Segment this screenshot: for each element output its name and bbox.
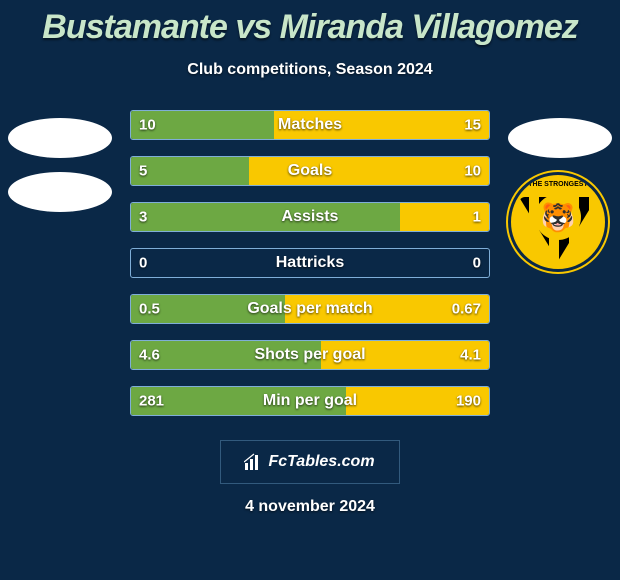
club-logo-placeholder bbox=[8, 172, 112, 212]
bar-right-fill bbox=[321, 341, 489, 369]
bar-row: 0 0Hattricks bbox=[130, 248, 490, 278]
bar-left-fill bbox=[131, 111, 274, 139]
bar-left-fill bbox=[131, 387, 346, 415]
bars-container: 1015Matches510Goals31Assists00Hattricks0… bbox=[130, 110, 490, 416]
left-player-badges bbox=[8, 118, 112, 226]
bar-right-fill bbox=[346, 387, 489, 415]
bar-left-value: 0 bbox=[139, 255, 147, 272]
club-logo-the-strongest: THE STRONGEST 🐯 bbox=[508, 172, 608, 272]
page-title: Bustamante vs Miranda Villagomez bbox=[0, 0, 620, 47]
bar-left-fill bbox=[131, 203, 400, 231]
brand-text: FcTables.com bbox=[268, 453, 374, 471]
bar-right-value: 0 bbox=[473, 255, 481, 272]
bar-right-fill bbox=[249, 157, 489, 185]
bar-row: 4.64.1Shots per goal bbox=[130, 340, 490, 370]
footer-date: 4 november 2024 bbox=[0, 498, 620, 516]
club-logo-tiger-icon: 🐯 bbox=[535, 194, 581, 240]
bar-right-fill bbox=[285, 295, 489, 323]
bar-chart-icon bbox=[244, 453, 262, 471]
subtitle: Club competitions, Season 2024 bbox=[0, 61, 620, 79]
player-photo-placeholder bbox=[8, 118, 112, 158]
bar-row: 0.50.67Goals per match bbox=[130, 294, 490, 324]
player-photo-placeholder bbox=[508, 118, 612, 158]
bar-label: Hattricks bbox=[131, 254, 489, 272]
bar-left-fill bbox=[131, 157, 249, 185]
bar-right-fill bbox=[400, 203, 490, 231]
comparison-chart: THE STRONGEST 🐯 1015Matches 510Goals 31Ass… bbox=[0, 110, 620, 432]
bar-row: 31Assists bbox=[130, 202, 490, 232]
bar-left-fill bbox=[131, 341, 321, 369]
bar-left-fill bbox=[131, 295, 285, 323]
bar-row: 510Goals bbox=[130, 156, 490, 186]
right-player-badges: THE STRONGEST 🐯 bbox=[508, 118, 612, 272]
bar-row: 281190Min per goal bbox=[130, 386, 490, 416]
club-logo-text: THE STRONGEST bbox=[511, 181, 605, 188]
bar-row: 1015Matches bbox=[130, 110, 490, 140]
brand-logo: FcTables.com bbox=[220, 440, 400, 484]
bar-right-fill bbox=[274, 111, 489, 139]
